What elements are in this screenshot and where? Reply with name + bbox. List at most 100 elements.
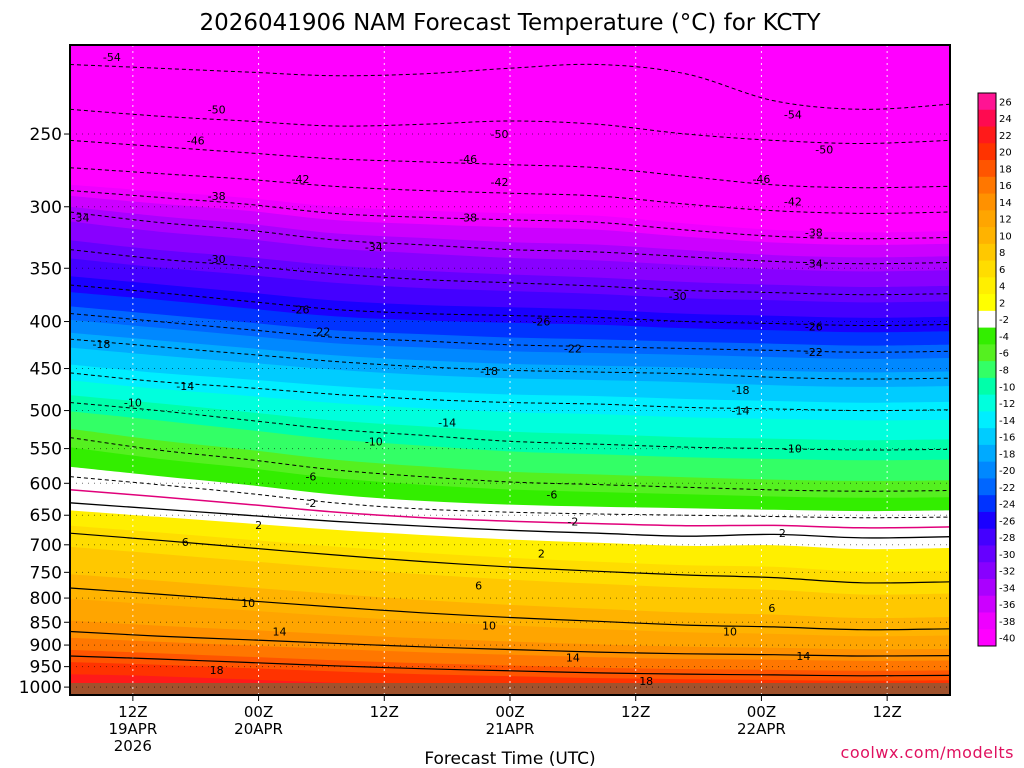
contour-label: 6 — [768, 602, 775, 615]
contour-label: -18 — [480, 365, 498, 378]
colorbar-label: 26 — [999, 97, 1012, 108]
colorbar-label: 20 — [999, 148, 1012, 159]
isotherm--6 — [70, 437, 950, 492]
isotherm-10 — [70, 587, 950, 631]
colorbar-swatch — [978, 277, 996, 295]
x-tick-label: 12Z — [872, 703, 901, 721]
contour-label: 6 — [475, 579, 482, 592]
contour-label: 18 — [210, 664, 224, 677]
colorbar-label: -24 — [999, 500, 1015, 511]
colorbar-swatch — [978, 629, 996, 647]
colorbar-swatch — [978, 294, 996, 312]
colorbar-label: -10 — [999, 382, 1015, 393]
colorbar-label: -40 — [999, 634, 1015, 645]
contour-label: -50 — [491, 128, 509, 141]
colorbar-label: -4 — [999, 332, 1009, 343]
colorbar-swatch — [978, 176, 996, 195]
x-axis-title: Forecast Time (UTC) — [424, 749, 595, 768]
contour-label: 18 — [639, 675, 653, 688]
isotherm--54 — [70, 63, 950, 110]
contour-label: -54 — [103, 51, 121, 64]
x-tick-label: 20APR — [234, 720, 283, 738]
contour-label: -46 — [459, 153, 477, 166]
isotherm--38 — [70, 190, 950, 240]
colorbar-label: -16 — [999, 433, 1015, 444]
contour-label: -46 — [187, 134, 205, 147]
contour-labels: -54 -50 -50 -54 -46 -46 -50 -42 -42 -46 -38 -38 -42 -… — [71, 51, 833, 688]
contour-label: 10 — [723, 626, 737, 639]
y-tick-label: 1000 — [19, 678, 62, 698]
y-tick-label: 300 — [30, 198, 62, 218]
colorbar-swatch — [978, 377, 996, 396]
contour-label: -6 — [305, 471, 316, 484]
colorbar-label: -8 — [999, 366, 1009, 377]
contour-label: 6 — [182, 536, 189, 549]
y-tick-label: 650 — [30, 506, 62, 526]
colorbar-label: 22 — [999, 131, 1012, 142]
colorbar-swatch — [978, 461, 996, 479]
colorbar-swatch — [978, 260, 996, 278]
colorbar-swatch — [978, 495, 996, 513]
x-tick-label: 2026 — [114, 737, 152, 755]
isotherm-18 — [70, 655, 950, 677]
isotherm-contours — [70, 63, 950, 677]
colorbar-swatch — [978, 126, 996, 144]
contour-label: -34 — [805, 258, 823, 271]
isotherm--50 — [70, 108, 950, 145]
colorbar-swatch — [978, 310, 996, 329]
colorbar-label: -30 — [999, 550, 1015, 561]
colorbar-swatch — [978, 545, 996, 563]
isotherm--18 — [70, 338, 950, 380]
colorbar-swatch — [978, 411, 996, 429]
y-tick-label: 700 — [30, 536, 62, 556]
contour-label: -54 — [784, 108, 802, 121]
y-tick-label: 950 — [30, 658, 62, 678]
colorbar-swatch — [978, 361, 996, 379]
x-tick-label: 00Z — [747, 703, 776, 721]
colorbar-swatch — [978, 562, 996, 580]
credit-text: coolwx.com/modelts — [841, 743, 1014, 762]
contour-label: -18 — [92, 338, 110, 351]
colorbar-label: -12 — [999, 399, 1015, 410]
y-tick-label: 500 — [30, 402, 62, 422]
contour-label: -38 — [459, 211, 477, 224]
x-tick-label: 12Z — [118, 703, 147, 721]
colorbar-label: 16 — [999, 181, 1012, 192]
colorbar-label: 14 — [999, 198, 1012, 209]
contour-label: 14 — [566, 651, 580, 664]
contour-label: -30 — [669, 290, 687, 303]
contour-label: 2 — [538, 547, 545, 560]
isotherm-14 — [70, 630, 950, 657]
x-tick-label: 19APR — [108, 720, 157, 738]
contour-label: -34 — [365, 241, 383, 254]
colorbar-swatch — [978, 143, 996, 161]
contour-label: -38 — [805, 227, 823, 240]
colorbar-label: 12 — [999, 215, 1012, 226]
chart-title: 2026041906 NAM Forecast Temperature (°C)… — [199, 10, 821, 36]
freezing-line — [70, 488, 950, 529]
contour-label: -14 — [731, 405, 749, 418]
contour-label: -26 — [291, 303, 309, 316]
colorbar-swatch — [978, 243, 996, 262]
colorbar-swatch — [978, 344, 996, 362]
isotherm--26 — [70, 284, 950, 327]
contour-label: -34 — [71, 211, 89, 224]
colorbar-swatch — [978, 528, 996, 546]
colorbar-swatch — [978, 109, 996, 128]
isotherm--14 — [70, 372, 950, 412]
colorbar-label: -14 — [999, 416, 1015, 427]
isotherm--34 — [70, 211, 950, 265]
colorbar-label: -28 — [999, 533, 1015, 544]
x-tick-label: 00Z — [244, 703, 273, 721]
y-tick-label: 850 — [30, 613, 62, 633]
colorbar-label: -22 — [999, 483, 1015, 494]
colorbar-label: 6 — [999, 265, 1005, 276]
y-tick-label: 450 — [30, 360, 62, 380]
y-tick-label: 400 — [30, 313, 62, 333]
colorbar-swatch — [978, 93, 996, 111]
colorbar-label: -2 — [999, 315, 1009, 326]
contour-label: 14 — [273, 626, 287, 639]
contour-label: -14 — [438, 416, 456, 429]
